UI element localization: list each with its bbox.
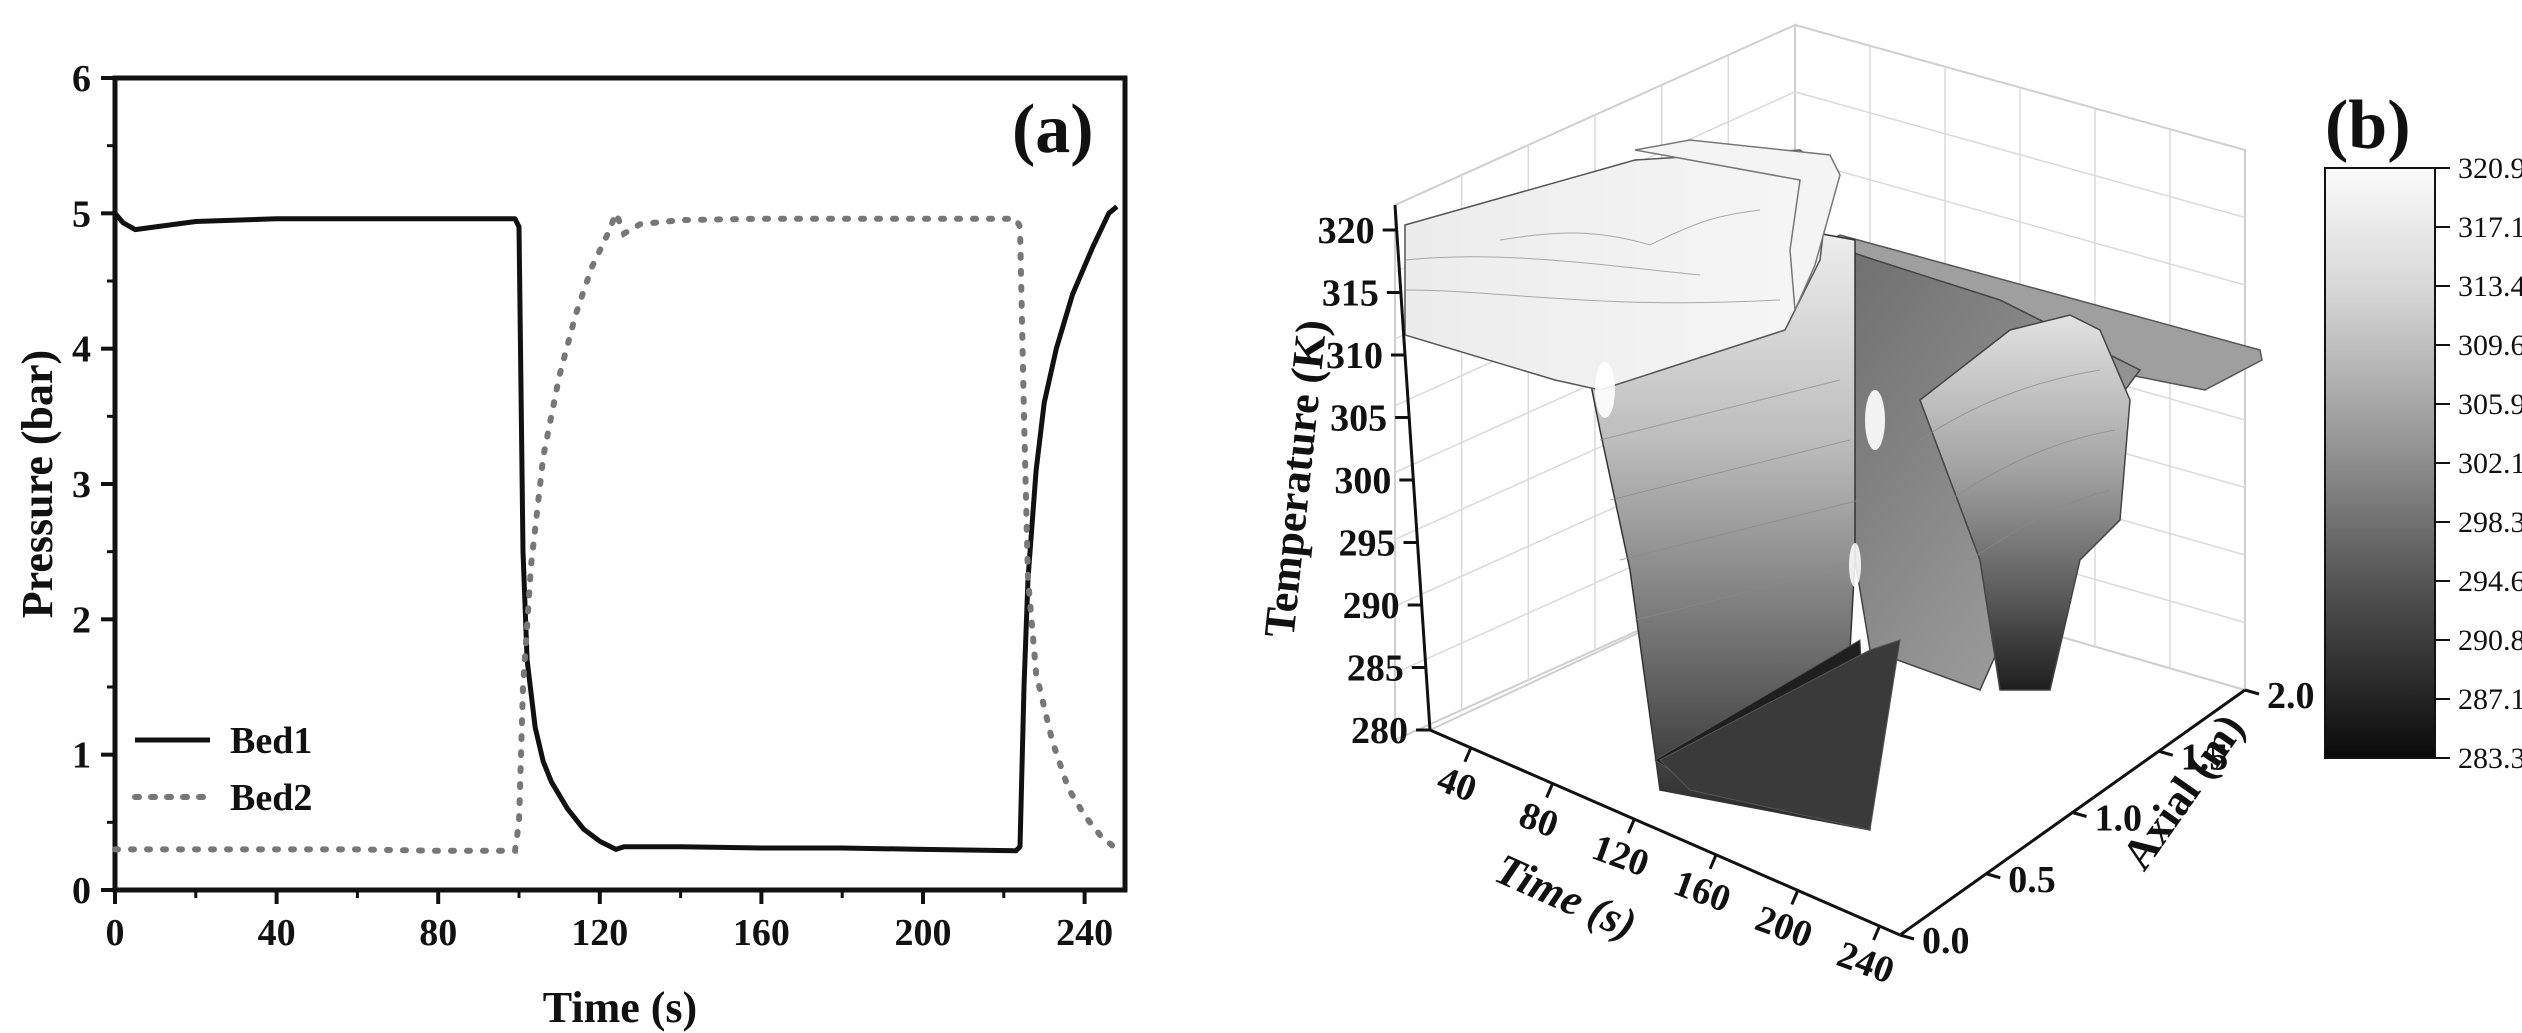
y-tick-mark: [1985, 872, 2001, 880]
x-tick-mark: [1626, 818, 1636, 834]
x-tick-mark: [1708, 854, 1718, 870]
legend-label-bed2: Bed2: [230, 777, 312, 819]
x-tick-label: 160: [733, 912, 790, 954]
temperature-surface: [1404, 139, 2263, 831]
series-line-bed2: [112, 205, 1120, 854]
y-tick-mark: [2072, 811, 2087, 818]
colorbar-tick-label: 294.6: [2458, 565, 2522, 598]
x-tick-label: 80: [1514, 794, 1564, 846]
x-tick-mark: [1545, 782, 1554, 799]
z-tick-label: 280: [1351, 710, 1408, 752]
y-axis-title: Pressure (bar): [13, 350, 62, 618]
legend-label-bed1: Bed1: [230, 720, 312, 762]
axis-ticks: 0 40 80 120 160 200 240 0 1 2 3 4 5 6: [72, 58, 1113, 954]
colorbar-gradient: [2324, 167, 2436, 759]
colorbar-tick-label: 320.9: [2458, 152, 2522, 185]
x-tick-label: 0: [106, 912, 125, 954]
z-tick-label: 305: [1330, 398, 1387, 440]
z-tick-label: 285: [1347, 648, 1404, 690]
x-tick-mark: [1790, 889, 1800, 906]
y-tick-label: 2.0: [2267, 675, 2315, 717]
y-tick-label: 1.5: [2181, 736, 2229, 778]
plot-frame: [112, 75, 1128, 893]
z-tick-label: 320: [1318, 210, 1375, 252]
series-group: [112, 204, 1120, 854]
y-tick-label: 5: [72, 193, 91, 235]
x-tick-mark: [1463, 747, 1473, 763]
y-tick-label: 0.0: [1922, 920, 1970, 962]
y-tick-label: 0.5: [2008, 859, 2056, 901]
x-tick-label: 160: [1668, 862, 1736, 921]
surface-front-wall: [1659, 639, 1901, 831]
x-tick-label: 120: [1586, 826, 1654, 885]
y-tick-label: 3: [72, 464, 91, 506]
x-tick-label: 200: [1750, 898, 1818, 957]
y-tick-label: 2: [72, 599, 91, 641]
y-tick-mark: [1899, 933, 1915, 941]
colorbar-tick-label: 287.1: [2458, 683, 2522, 716]
y-tick-label: 4: [72, 329, 91, 371]
pressure-chart: 0 40 80 120 160 200 240 0 1 2 3 4 5 6 (a) Time (s) Pr…: [13, 58, 1128, 1032]
y-tick-mark: [2158, 749, 2174, 757]
colorbar-tick-label: 283.3: [2458, 742, 2522, 775]
temperature-surface-chart: 280 285 290 295 300 305 310 315 320 40 80 120160200…: [1255, 23, 2522, 992]
surface-highlight-middle: [1865, 390, 1885, 450]
colorbar: 320.9 317.1 313.4 309.6 305.9 302.1 298.3 294.6…: [2324, 152, 2522, 775]
surface-right-wall: [1919, 314, 2131, 691]
z-tick-label: 300: [1334, 460, 1391, 502]
x-axis-title: Time (s): [543, 983, 697, 1032]
x-tick-label: 200: [895, 912, 952, 954]
colorbar-tick-label: 317.1: [2458, 211, 2522, 244]
y-tick-mark: [2244, 688, 2260, 696]
x-axis-line: [1429, 728, 1901, 937]
colorbar-tick-label: 309.6: [2458, 329, 2522, 362]
legend: Bed1 Bed2: [132, 720, 312, 819]
colorbar-ticks: 320.9 317.1 313.4 309.6 305.9 302.1 298.3 294.6…: [2435, 152, 2522, 775]
y-tick-label: 1.0: [2095, 798, 2143, 840]
z-tick-label: 295: [1339, 523, 1396, 565]
colorbar-tick-label: 290.8: [2458, 624, 2522, 657]
x-tick-label: 240: [1832, 933, 1900, 992]
surface-highlight-left: [1595, 362, 1615, 418]
z-axis-title: Temperature (K): [1255, 317, 1337, 639]
panel-label: (a): [1012, 91, 1094, 168]
x-tick-label: 80: [419, 912, 457, 954]
y-tick-label: 0: [72, 870, 91, 912]
z-tick-label: 315: [1322, 273, 1379, 315]
y-tick-label: 6: [72, 58, 91, 100]
surface-highlight-lower: [1849, 543, 1861, 587]
x-tick-label: 240: [1056, 912, 1113, 954]
series-line-bed1: [113, 204, 1119, 854]
y-tick-label: 1: [72, 735, 91, 777]
surface-ridge-peak: [1634, 139, 1841, 311]
colorbar-tick-label: 302.1: [2458, 447, 2522, 480]
z-tick-label: 310: [1326, 335, 1383, 377]
x-tick-label: 120: [571, 912, 628, 954]
x-tick-mark: [1872, 925, 1881, 941]
x-tick-label: 40: [258, 912, 296, 954]
surface-mesh-lines: [1404, 209, 2116, 621]
x-tick-label: 40: [1432, 758, 1482, 810]
colorbar-tick-label: 298.3: [2458, 506, 2522, 539]
colorbar-tick-label: 305.9: [2458, 388, 2522, 421]
z-tick-label: 290: [1343, 585, 1400, 627]
panel-label: (b): [2325, 87, 2411, 164]
colorbar-tick-label: 313.4: [2458, 270, 2522, 303]
